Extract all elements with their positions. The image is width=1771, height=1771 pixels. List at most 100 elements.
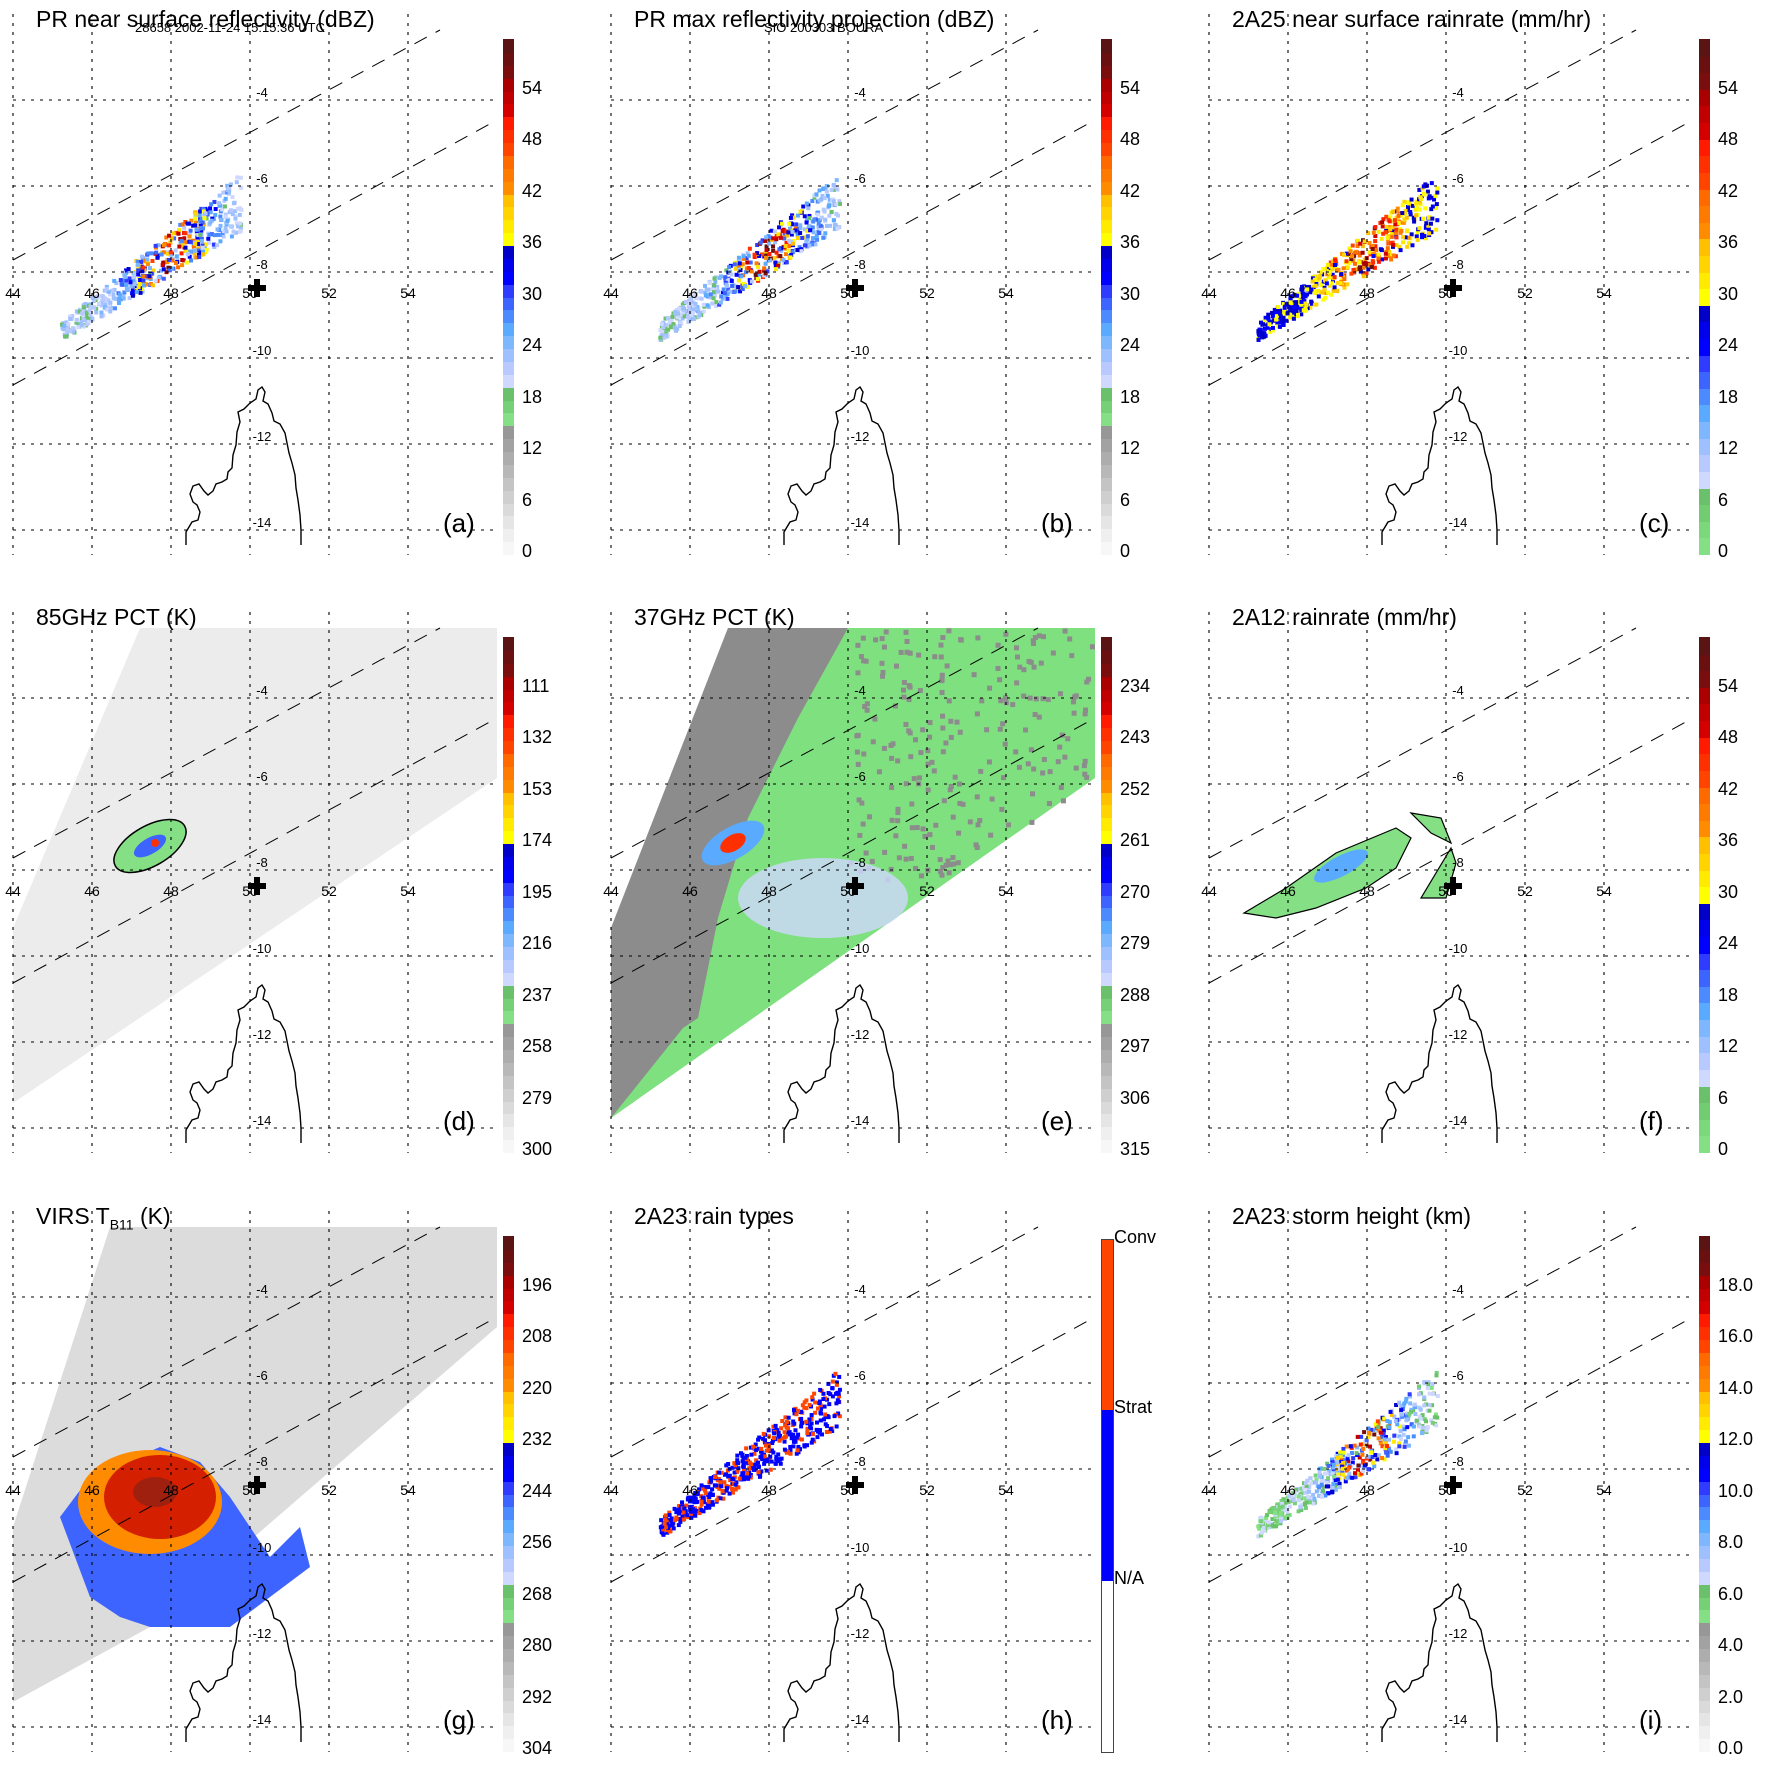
colorbar-tick-label: 252 bbox=[1120, 778, 1151, 799]
colorbar-segment bbox=[1699, 1300, 1710, 1315]
rain-pixel bbox=[699, 1498, 704, 1503]
colorbar-segment bbox=[1699, 354, 1710, 373]
rain-pixel bbox=[701, 309, 706, 314]
rain-pixel bbox=[235, 175, 240, 180]
colorbar-segment bbox=[503, 399, 514, 414]
rain-pixel bbox=[1296, 1498, 1301, 1503]
rain-pixel bbox=[740, 284, 745, 289]
rain-pixel bbox=[104, 286, 109, 291]
rain-pixel bbox=[1370, 1460, 1375, 1465]
rain-pixel bbox=[756, 1470, 761, 1475]
pixel bbox=[1002, 741, 1008, 747]
colorbar-segment bbox=[503, 309, 514, 324]
pixel bbox=[939, 872, 945, 878]
lon-tick-label: 46 bbox=[84, 285, 100, 301]
rain-pixel bbox=[829, 209, 834, 214]
rain-pixel bbox=[1299, 303, 1304, 308]
rain-pixel bbox=[1401, 240, 1406, 245]
rain-pixel bbox=[669, 1516, 674, 1521]
rain-pixel bbox=[213, 212, 218, 217]
rain-pixel bbox=[207, 240, 212, 245]
rain-pixel bbox=[821, 187, 826, 192]
rain-pixel bbox=[817, 1430, 822, 1435]
rain-pixel bbox=[1294, 308, 1299, 313]
rain-pixel bbox=[824, 1429, 829, 1434]
colorbar-segment bbox=[1101, 636, 1112, 651]
rain-pixel bbox=[1429, 1418, 1434, 1423]
colorbar-segment bbox=[503, 1351, 514, 1366]
colorbar-segment bbox=[1699, 105, 1710, 124]
pixel bbox=[977, 817, 983, 823]
rain-pixel bbox=[687, 307, 692, 312]
rain-pixel bbox=[794, 1435, 799, 1440]
rain-pixel bbox=[1417, 1415, 1422, 1420]
rain-pixel bbox=[1420, 1413, 1425, 1418]
rain-pixel bbox=[1411, 1424, 1416, 1429]
colorbar-tick-label: 42 bbox=[1120, 180, 1141, 201]
lon-tick-label: 46 bbox=[1280, 883, 1296, 899]
rain-pixel bbox=[104, 284, 109, 289]
rain-pixel bbox=[813, 1410, 818, 1415]
rain-pixel bbox=[1336, 1458, 1341, 1463]
rain-pixel bbox=[748, 1445, 753, 1450]
rain-pixel bbox=[1420, 1425, 1425, 1430]
pixel bbox=[896, 855, 902, 861]
rain-pixel bbox=[804, 218, 809, 223]
rain-pixel bbox=[1258, 320, 1263, 325]
rain-pixel bbox=[1257, 1526, 1262, 1531]
rain-pixel bbox=[166, 257, 171, 262]
rain-pixel bbox=[730, 1490, 735, 1495]
colorbar-segment bbox=[1101, 907, 1112, 922]
rain-pixel bbox=[811, 230, 816, 235]
pixel bbox=[1036, 633, 1042, 639]
rain-pixel bbox=[1388, 226, 1393, 231]
rain-pixel bbox=[1385, 1453, 1390, 1458]
rain-pixel bbox=[1423, 236, 1428, 241]
rain-pixel bbox=[763, 271, 768, 276]
rain-pixel bbox=[745, 284, 750, 289]
rain-pixel bbox=[1281, 322, 1286, 327]
rain-pixel bbox=[1312, 302, 1317, 307]
pixel bbox=[1003, 631, 1009, 637]
rain-pixel bbox=[197, 209, 202, 214]
swath-land-gray bbox=[611, 628, 848, 1118]
rain-pixel bbox=[141, 265, 146, 270]
rain-pixel bbox=[1415, 230, 1420, 235]
rain-pixel bbox=[693, 306, 698, 311]
colorbar-segment bbox=[503, 77, 514, 92]
rain-pixel bbox=[769, 1459, 774, 1464]
rain-pixel bbox=[795, 213, 800, 218]
rain-pixel bbox=[782, 1447, 787, 1452]
data-layer bbox=[658, 178, 842, 342]
rain-pixel bbox=[783, 1415, 788, 1420]
rain-pixel bbox=[1366, 1426, 1371, 1431]
rain-pixel bbox=[1379, 236, 1384, 241]
pixel bbox=[943, 862, 949, 868]
rain-pixel bbox=[1391, 1439, 1396, 1444]
colorbar-segment bbox=[1699, 1019, 1710, 1037]
colorbar-tick-label: 292 bbox=[522, 1686, 553, 1707]
rain-pixel bbox=[780, 1436, 785, 1441]
rain-pixel bbox=[1402, 1442, 1407, 1447]
swath-edge-line bbox=[610, 119, 1096, 386]
pixel bbox=[908, 855, 914, 861]
rain-pixel bbox=[1292, 305, 1297, 310]
cold-region bbox=[738, 858, 908, 938]
rain-pixel bbox=[1345, 282, 1350, 287]
lon-tick-label: 44 bbox=[5, 285, 21, 301]
colorbar-segment bbox=[1699, 1377, 1710, 1392]
rain-pixel bbox=[688, 1512, 693, 1517]
colorbar-segment bbox=[503, 1261, 514, 1276]
pixel bbox=[1040, 634, 1046, 640]
rain-pixel bbox=[210, 216, 215, 221]
rain-pixel bbox=[195, 235, 200, 240]
colorbar-segment bbox=[503, 817, 514, 832]
rain-pixel bbox=[727, 1473, 732, 1478]
rain-pixel bbox=[677, 1516, 682, 1521]
rain-pixel bbox=[135, 259, 140, 264]
rain-pixel bbox=[723, 278, 728, 283]
graticule bbox=[1208, 14, 1693, 555]
rain-pixel bbox=[1321, 1489, 1326, 1494]
colorbar-segment bbox=[1699, 321, 1710, 340]
rain-pixel bbox=[204, 247, 209, 252]
